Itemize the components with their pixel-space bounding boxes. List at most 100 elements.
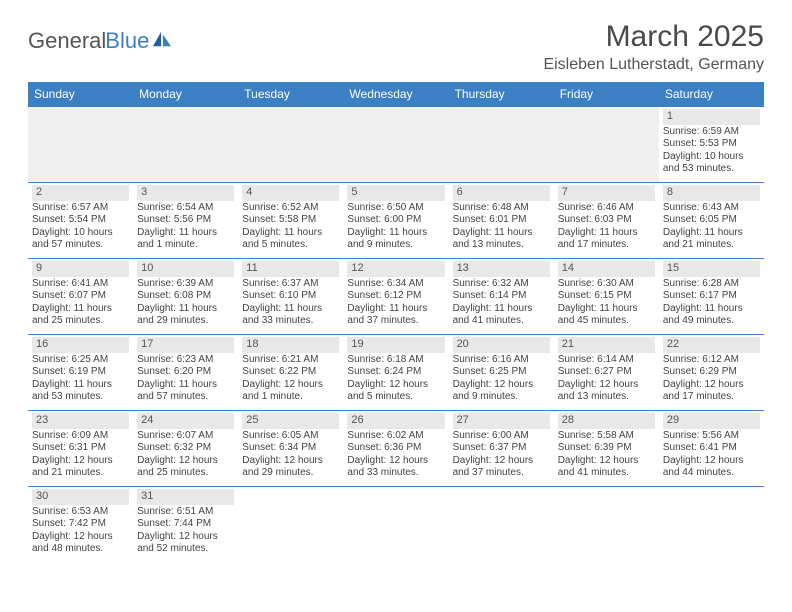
day-cell: 15Sunrise: 6:28 AMSunset: 6:17 PMDayligh… [659,259,764,335]
day-cell: 9Sunrise: 6:41 AMSunset: 6:07 PMDaylight… [28,259,133,335]
week-row: 30Sunrise: 6:53 AMSunset: 7:42 PMDayligh… [28,487,764,563]
location: Eisleben Lutherstadt, Germany [543,56,764,74]
sunrise-text: Sunrise: 6:39 AM [137,278,234,291]
sunrise-text: Sunrise: 6:16 AM [453,354,550,367]
day-number: 1 [663,109,760,125]
day-header-monday: Monday [133,82,238,107]
day-cell: 24Sunrise: 6:07 AMSunset: 6:32 PMDayligh… [133,411,238,487]
day-number: 4 [242,185,339,201]
sunset-text: Sunset: 6:31 PM [32,442,129,455]
empty-cell [133,107,238,183]
day-header-thursday: Thursday [449,82,554,107]
daylight-text: Daylight: 12 hours and 25 minutes. [137,455,234,480]
sunrise-text: Sunrise: 6:09 AM [32,430,129,443]
day-info: Sunrise: 6:23 AMSunset: 6:20 PMDaylight:… [137,353,234,404]
daylight-text: Daylight: 10 hours and 57 minutes. [32,227,129,252]
day-cell: 30Sunrise: 6:53 AMSunset: 7:42 PMDayligh… [28,487,133,563]
day-number: 18 [242,337,339,353]
daylight-text: Daylight: 12 hours and 44 minutes. [663,455,760,480]
daylight-text: Daylight: 11 hours and 57 minutes. [137,379,234,404]
sunset-text: Sunset: 6:27 PM [558,366,655,379]
sunset-text: Sunset: 6:07 PM [32,290,129,303]
day-info: Sunrise: 6:21 AMSunset: 6:22 PMDaylight:… [242,353,339,404]
sunset-text: Sunset: 5:54 PM [32,214,129,227]
sunset-text: Sunset: 6:25 PM [453,366,550,379]
daylight-text: Daylight: 11 hours and 37 minutes. [347,303,444,328]
daylight-text: Daylight: 12 hours and 37 minutes. [453,455,550,480]
day-info: Sunrise: 6:18 AMSunset: 6:24 PMDaylight:… [347,353,444,404]
sunset-text: Sunset: 7:42 PM [32,518,129,531]
day-info: Sunrise: 6:59 AMSunset: 5:53 PMDaylight:… [663,125,760,176]
day-info: Sunrise: 6:46 AMSunset: 6:03 PMDaylight:… [558,201,655,252]
day-number: 13 [453,261,550,277]
daylight-text: Daylight: 11 hours and 53 minutes. [32,379,129,404]
daylight-text: Daylight: 12 hours and 29 minutes. [242,455,339,480]
daylight-text: Daylight: 11 hours and 45 minutes. [558,303,655,328]
day-header-friday: Friday [554,82,659,107]
sunset-text: Sunset: 6:20 PM [137,366,234,379]
day-info: Sunrise: 6:14 AMSunset: 6:27 PMDaylight:… [558,353,655,404]
day-cell: 7Sunrise: 6:46 AMSunset: 6:03 PMDaylight… [554,183,659,259]
daylight-text: Daylight: 11 hours and 5 minutes. [242,227,339,252]
day-number: 30 [32,489,129,505]
daylight-text: Daylight: 11 hours and 9 minutes. [347,227,444,252]
sunset-text: Sunset: 6:15 PM [558,290,655,303]
day-info: Sunrise: 6:34 AMSunset: 6:12 PMDaylight:… [347,277,444,328]
empty-cell [449,487,554,563]
empty-cell [28,107,133,183]
daylight-text: Daylight: 11 hours and 25 minutes. [32,303,129,328]
day-number: 19 [347,337,444,353]
sunset-text: Sunset: 6:34 PM [242,442,339,455]
week-row: 9Sunrise: 6:41 AMSunset: 6:07 PMDaylight… [28,259,764,335]
sunset-text: Sunset: 6:19 PM [32,366,129,379]
day-cell: 22Sunrise: 6:12 AMSunset: 6:29 PMDayligh… [659,335,764,411]
day-number: 11 [242,261,339,277]
empty-cell [554,487,659,563]
sunset-text: Sunset: 7:44 PM [137,518,234,531]
sunrise-text: Sunrise: 6:28 AM [663,278,760,291]
sunrise-text: Sunrise: 6:30 AM [558,278,655,291]
day-info: Sunrise: 6:39 AMSunset: 6:08 PMDaylight:… [137,277,234,328]
day-info: Sunrise: 6:54 AMSunset: 5:56 PMDaylight:… [137,201,234,252]
sunrise-text: Sunrise: 6:54 AM [137,202,234,215]
day-info: Sunrise: 6:57 AMSunset: 5:54 PMDaylight:… [32,201,129,252]
week-row: 23Sunrise: 6:09 AMSunset: 6:31 PMDayligh… [28,411,764,487]
day-cell: 5Sunrise: 6:50 AMSunset: 6:00 PMDaylight… [343,183,448,259]
daylight-text: Daylight: 12 hours and 5 minutes. [347,379,444,404]
day-number: 16 [32,337,129,353]
day-number: 6 [453,185,550,201]
sunrise-text: Sunrise: 6:02 AM [347,430,444,443]
day-number: 7 [558,185,655,201]
daylight-text: Daylight: 12 hours and 1 minute. [242,379,339,404]
day-number: 22 [663,337,760,353]
daylight-text: Daylight: 11 hours and 49 minutes. [663,303,760,328]
empty-cell [449,107,554,183]
day-cell: 13Sunrise: 6:32 AMSunset: 6:14 PMDayligh… [449,259,554,335]
sunset-text: Sunset: 6:39 PM [558,442,655,455]
sunset-text: Sunset: 6:29 PM [663,366,760,379]
sunrise-text: Sunrise: 6:59 AM [663,126,760,139]
day-cell: 26Sunrise: 6:02 AMSunset: 6:36 PMDayligh… [343,411,448,487]
calendar-table: SundayMondayTuesdayWednesdayThursdayFrid… [28,82,764,563]
day-header-tuesday: Tuesday [238,82,343,107]
sunset-text: Sunset: 5:56 PM [137,214,234,227]
daylight-text: Daylight: 11 hours and 29 minutes. [137,303,234,328]
day-info: Sunrise: 6:50 AMSunset: 6:00 PMDaylight:… [347,201,444,252]
day-number: 20 [453,337,550,353]
day-number: 26 [347,413,444,429]
day-cell: 14Sunrise: 6:30 AMSunset: 6:15 PMDayligh… [554,259,659,335]
daylight-text: Daylight: 11 hours and 13 minutes. [453,227,550,252]
sunset-text: Sunset: 6:24 PM [347,366,444,379]
day-number: 24 [137,413,234,429]
sunset-text: Sunset: 6:14 PM [453,290,550,303]
day-cell: 10Sunrise: 6:39 AMSunset: 6:08 PMDayligh… [133,259,238,335]
week-row: 2Sunrise: 6:57 AMSunset: 5:54 PMDaylight… [28,183,764,259]
day-cell: 31Sunrise: 6:51 AMSunset: 7:44 PMDayligh… [133,487,238,563]
sunrise-text: Sunrise: 6:07 AM [137,430,234,443]
sunrise-text: Sunrise: 6:37 AM [242,278,339,291]
daylight-text: Daylight: 12 hours and 52 minutes. [137,531,234,556]
sunrise-text: Sunrise: 6:53 AM [32,506,129,519]
daylight-text: Daylight: 11 hours and 33 minutes. [242,303,339,328]
day-info: Sunrise: 6:53 AMSunset: 7:42 PMDaylight:… [32,505,129,556]
daylight-text: Daylight: 11 hours and 21 minutes. [663,227,760,252]
